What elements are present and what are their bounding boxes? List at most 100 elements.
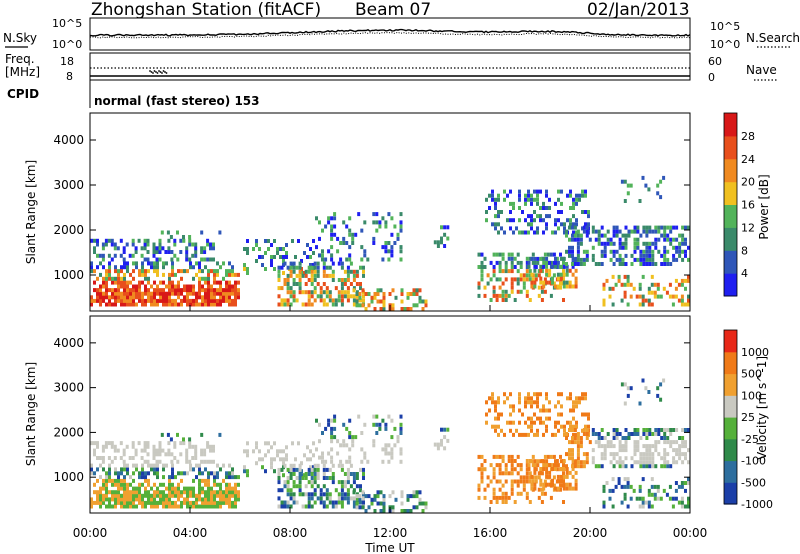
velocity-cell xyxy=(117,500,120,505)
power-cell xyxy=(548,280,552,285)
power-cell xyxy=(424,303,428,308)
power-cell xyxy=(189,288,192,293)
power-cell xyxy=(185,250,189,254)
velocity-cell xyxy=(525,467,529,472)
velocity-cell xyxy=(270,465,273,470)
power-cell xyxy=(174,291,177,296)
power-cell xyxy=(99,295,102,300)
velocity-cell xyxy=(159,500,162,505)
power-cell xyxy=(394,295,398,300)
power-cell xyxy=(277,265,281,270)
velocity-cell xyxy=(480,454,484,459)
velocity-cell xyxy=(333,414,337,419)
power-cell xyxy=(192,298,195,303)
power-cell xyxy=(313,286,317,291)
velocity-cell xyxy=(678,452,682,457)
power-cell xyxy=(433,240,437,245)
power-cell xyxy=(571,272,575,277)
velocity-cell xyxy=(687,477,690,482)
power-cell xyxy=(364,292,368,296)
power-cell xyxy=(504,277,508,282)
power-cell xyxy=(568,237,571,242)
velocity-cell xyxy=(343,480,347,485)
velocity-cell xyxy=(206,459,210,464)
power-cell xyxy=(153,295,156,300)
velocity-cell xyxy=(168,504,171,509)
power-cell xyxy=(194,250,198,254)
power-cell xyxy=(312,263,315,267)
power-cell xyxy=(531,277,535,282)
power-cell xyxy=(668,294,672,299)
power-cell xyxy=(359,282,362,286)
power-cell xyxy=(554,218,557,223)
power-cell xyxy=(173,238,177,243)
power-cell xyxy=(548,272,552,277)
power-cell xyxy=(518,230,521,235)
velocity-cell xyxy=(639,456,643,461)
power-cell xyxy=(144,291,147,296)
velocity-cell xyxy=(132,497,135,502)
velocity-cell xyxy=(194,444,198,449)
velocity-cell xyxy=(626,484,630,489)
power-cell xyxy=(210,284,213,289)
velocity-cell xyxy=(530,396,533,401)
power-cell xyxy=(352,273,356,278)
power-cell xyxy=(228,298,231,303)
velocity-cell xyxy=(542,459,546,464)
power-cell xyxy=(684,237,687,242)
velocity-cell xyxy=(562,467,566,471)
velocity-cell xyxy=(129,475,132,480)
velocity-cell xyxy=(186,497,189,502)
velocity-cell xyxy=(576,452,580,457)
power-cell xyxy=(669,225,673,230)
power-cell xyxy=(569,189,572,194)
velocity-cell xyxy=(114,478,117,483)
velocity-cell xyxy=(333,426,337,431)
velocity-cell xyxy=(579,444,583,449)
power-cell xyxy=(545,280,549,285)
beam-label: Beam 07 xyxy=(355,0,431,20)
velocity-cell xyxy=(96,500,99,505)
power-cell xyxy=(198,302,201,307)
power-cell xyxy=(654,262,658,266)
velocity-cell xyxy=(171,490,174,495)
velocity-cell xyxy=(555,467,559,472)
power-cell xyxy=(518,206,521,210)
power-cell xyxy=(131,253,135,258)
power-cell xyxy=(261,255,264,259)
velocity-cell xyxy=(321,451,324,456)
velocity-cell xyxy=(498,454,502,459)
power-cell xyxy=(153,269,156,274)
power-cell xyxy=(99,272,102,277)
velocity-cell xyxy=(298,467,302,472)
velocity-cell xyxy=(132,504,135,509)
velocity-cell xyxy=(155,452,159,457)
velocity-cell xyxy=(291,441,294,446)
velocity-cell xyxy=(533,400,536,405)
velocity-cell xyxy=(158,452,162,457)
power-cell xyxy=(545,272,549,277)
power-cell xyxy=(132,298,135,303)
velocity-cell xyxy=(201,497,204,502)
velocity-cell xyxy=(608,488,612,493)
velocity-cell xyxy=(198,482,201,487)
velocity-cell xyxy=(213,475,216,480)
power-cell xyxy=(138,295,141,300)
power-cell xyxy=(477,293,481,298)
velocity-cell xyxy=(134,448,138,453)
power-cell xyxy=(273,267,276,271)
power-cell xyxy=(179,250,183,254)
power-cell xyxy=(96,265,99,270)
power-cell xyxy=(510,260,514,265)
velocity-cell xyxy=(129,500,132,505)
power-cell xyxy=(506,218,509,223)
velocity-cell xyxy=(512,404,515,409)
power-cell xyxy=(399,224,403,229)
velocity-cell xyxy=(280,504,284,509)
power-cell xyxy=(180,302,183,307)
power-cell xyxy=(171,272,174,277)
power-cell xyxy=(162,265,165,270)
power-cell xyxy=(123,298,126,303)
power-cell xyxy=(633,237,637,242)
power-cell xyxy=(522,285,526,290)
